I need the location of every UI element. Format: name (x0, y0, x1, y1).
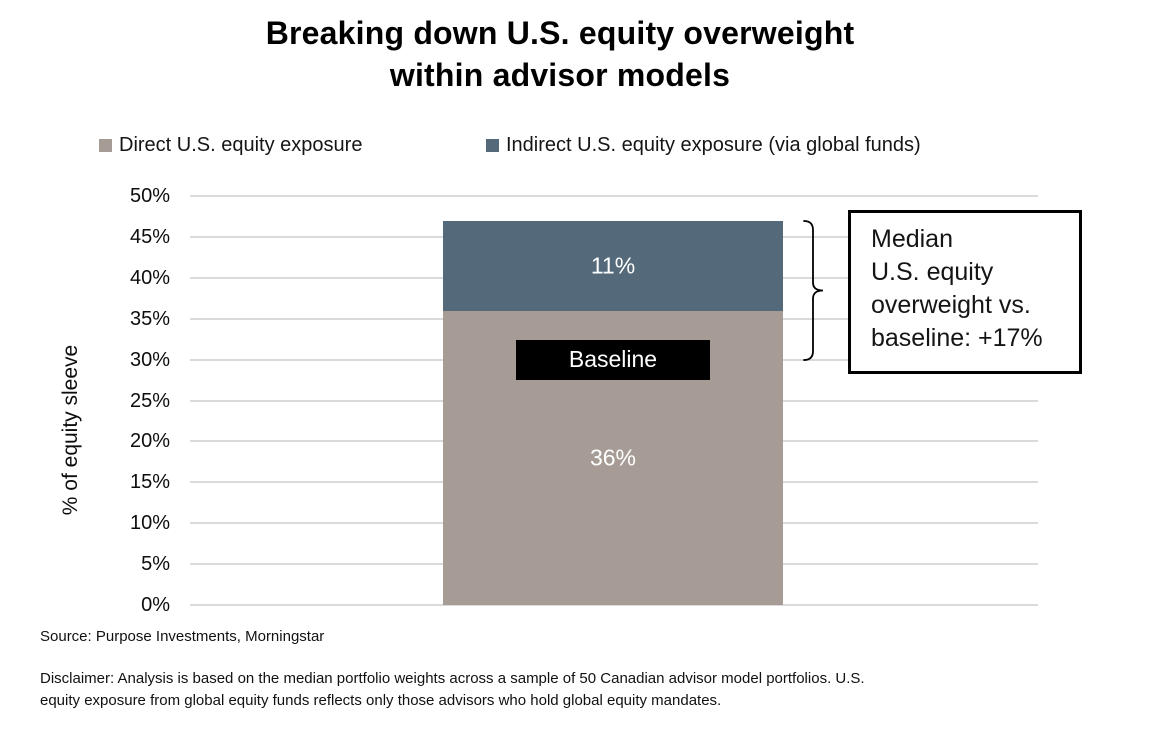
bar-segment-value-label: 36% (589, 444, 637, 471)
y-tick-label: 5% (141, 553, 170, 576)
y-tick-label: 35% (129, 307, 170, 330)
y-tick-label: 25% (129, 389, 170, 412)
y-tick-label: 45% (129, 225, 170, 248)
y-axis-title: % of equity sleeve (59, 344, 82, 516)
gridline (190, 604, 1038, 606)
chart-title: Breaking down U.S. equity overweight wit… (265, 15, 855, 93)
baseline-label: Baseline (516, 339, 710, 380)
y-tick-label: 10% (129, 512, 170, 535)
legend-item-indirect: Indirect U.S. equity exposure (via globa… (486, 134, 921, 157)
y-tick-label: 20% (129, 430, 170, 453)
median-overweight-annotation: Median U.S. equity overweight vs. baseli… (848, 210, 1082, 374)
y-tick-label: 0% (141, 594, 170, 616)
gridline (190, 195, 1038, 197)
legend-item-direct: Direct U.S. equity exposure (99, 134, 362, 157)
bar-segment-indirect (443, 220, 783, 311)
bar-segment-value-label: 11% (590, 252, 636, 279)
y-tick-label: 50% (129, 185, 170, 207)
disclaimer-note: Disclaimer: Analysis is based on the med… (40, 670, 865, 709)
y-tick-label: 30% (129, 348, 170, 371)
y-tick-label: 40% (129, 266, 170, 289)
legend-label-indirect: Indirect U.S. equity exposure (via globa… (506, 134, 921, 156)
legend-swatch-direct-icon (99, 139, 112, 152)
legend-swatch-indirect-icon (486, 139, 499, 152)
legend-label-direct: Direct U.S. equity exposure (119, 134, 363, 156)
brace-bracket (803, 219, 824, 361)
y-tick-label: 15% (129, 471, 170, 494)
source-note: Source: Purpose Investments, Morningstar (40, 628, 325, 645)
